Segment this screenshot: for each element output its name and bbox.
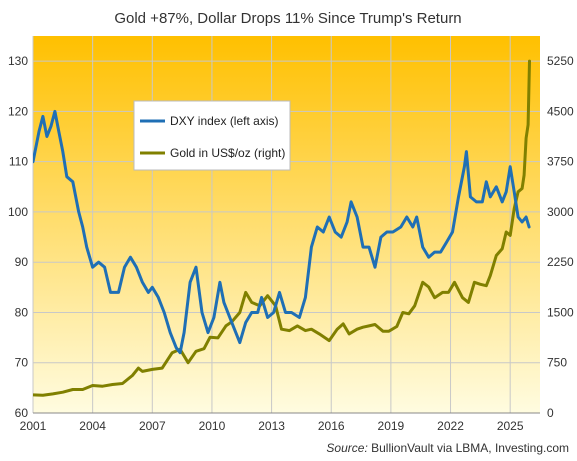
x-tick-label: 2001 xyxy=(20,419,47,433)
left-tick-label: 100 xyxy=(8,205,28,219)
left-tick-label: 80 xyxy=(15,305,29,319)
right-axis-ticks: 0 750 1500 2250 3000 3750 4500 5250 xyxy=(547,54,574,420)
x-tick-label: 2004 xyxy=(79,419,106,433)
dxy-series-line xyxy=(33,109,531,355)
plot-area xyxy=(33,36,540,413)
source-prefix: Source: xyxy=(326,441,367,455)
x-tick-label: 2019 xyxy=(378,419,405,433)
chart-title: Gold +87%, Dollar Drops 11% Since Trump'… xyxy=(114,10,461,27)
x-tick-label: 2022 xyxy=(437,419,464,433)
left-tick-label: 120 xyxy=(8,104,28,118)
left-tick-label: 70 xyxy=(15,356,29,370)
x-tick-label: 2007 xyxy=(139,419,166,433)
right-tick-label: 750 xyxy=(547,356,567,370)
right-tick-label: 3750 xyxy=(547,155,574,169)
right-tick-label: 1500 xyxy=(547,305,574,319)
x-tick-label: 2013 xyxy=(258,419,285,433)
right-tick-label: 2250 xyxy=(547,255,574,269)
series-layer xyxy=(33,59,531,397)
right-tick-label: 3000 xyxy=(547,205,574,219)
left-tick-label: 90 xyxy=(15,255,29,269)
legend-label-dxy: DXY index (left axis) xyxy=(170,114,279,128)
left-tick-label: 130 xyxy=(8,54,28,68)
legend: DXY index (left axis) Gold in US$/oz (ri… xyxy=(133,100,291,171)
legend-box xyxy=(133,100,291,171)
x-tick-label: 2010 xyxy=(199,419,226,433)
x-axis-ticks: 2001 2004 2007 2010 2013 2016 2019 2022 2025 xyxy=(20,419,524,433)
left-tick-label: 60 xyxy=(15,406,29,420)
right-tick-label: 4500 xyxy=(547,104,574,118)
left-axis-ticks: 60 70 80 90 100 110 120 130 xyxy=(8,54,28,420)
gold-series-line xyxy=(33,59,531,397)
source-note: Source: BullionVault via LBMA, Investing… xyxy=(326,441,569,455)
source-text: BullionVault via LBMA, Investing.com xyxy=(371,441,569,455)
x-tick-label: 2025 xyxy=(497,419,524,433)
left-tick-label: 110 xyxy=(9,155,28,169)
x-tick-label: 2016 xyxy=(318,419,345,433)
right-tick-label: 0 xyxy=(547,406,554,420)
legend-label-gold: Gold in US$/oz (right) xyxy=(170,146,285,160)
right-tick-label: 5250 xyxy=(547,54,574,68)
